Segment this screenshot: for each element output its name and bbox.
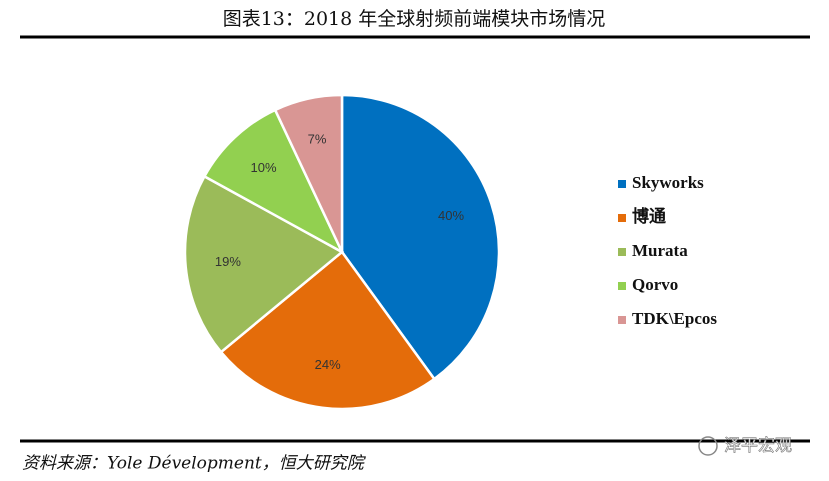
watermark: 泽平宏观	[724, 436, 792, 456]
legend-label: 博通	[632, 206, 666, 226]
legend-label: Qorvo	[632, 275, 678, 294]
pie-slice	[340, 93, 501, 381]
pie-slice	[219, 250, 437, 411]
slice-label: 19%	[215, 254, 241, 269]
legend-label: Skyworks	[632, 173, 704, 192]
pie-slice	[202, 108, 345, 255]
source: 资料来源：Yole Dévelopment，恒大研究院	[22, 454, 367, 474]
legend-label: TDK\Epcos	[632, 309, 717, 328]
chart-title: 图表13：2018 年全球射频前端模块市场情况	[223, 8, 606, 30]
legend-swatch	[618, 282, 626, 290]
slice-label: 10%	[251, 160, 277, 175]
slice-label: 7%	[308, 132, 327, 147]
slice-label: 24%	[315, 357, 341, 372]
pie-slice	[273, 93, 344, 253]
legend-swatch	[618, 248, 626, 256]
legend-swatch	[618, 180, 626, 188]
watermark-icon	[698, 436, 718, 456]
legend-label: Murata	[632, 241, 688, 260]
slice-label: 40%	[438, 208, 464, 223]
pie-slice	[183, 174, 345, 354]
legend-swatch	[618, 316, 626, 324]
legend-swatch	[618, 214, 626, 222]
